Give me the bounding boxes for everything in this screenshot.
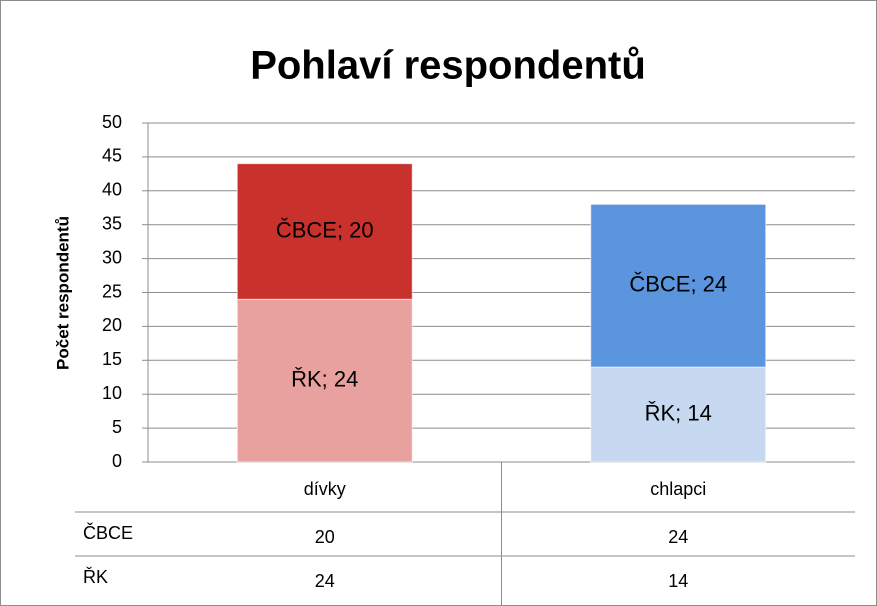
table-cell: 24 [315, 571, 335, 591]
y-tick-label: 40 [102, 180, 122, 200]
data-label: ČBCE; 24 [629, 272, 727, 297]
data-label: ŘK; 14 [645, 400, 712, 425]
x-tick-label: chlapci [650, 479, 706, 499]
data-label: ČBCE; 20 [276, 217, 374, 242]
y-tick-label: 25 [102, 281, 122, 301]
table-cell: 20 [315, 527, 335, 547]
y-tick-label: 10 [102, 383, 122, 403]
y-tick-label: 15 [102, 349, 122, 369]
y-tick-label: 50 [102, 112, 122, 132]
y-tick-label: 20 [102, 315, 122, 335]
bar-segment [590, 366, 767, 463]
y-tick-label: 30 [102, 247, 122, 267]
x-tick-label: dívky [304, 479, 346, 499]
bar-segment [236, 163, 413, 300]
table-cell: 14 [668, 571, 688, 591]
y-tick-label: 45 [102, 146, 122, 166]
y-axis-label: Počet respondentů [53, 216, 72, 370]
y-tick-label: 5 [112, 417, 122, 437]
bar-segment [236, 298, 413, 463]
data-label: ŘK; 24 [291, 366, 358, 391]
bar-segment [590, 203, 767, 368]
y-tick-label: 0 [112, 451, 122, 471]
table-row-header: ŘK [83, 567, 108, 587]
y-tick-label: 35 [102, 213, 122, 233]
chart-title: Pohlaví respondentů [250, 44, 646, 88]
table-row-header: ČBCE [83, 522, 133, 543]
table-cell: 24 [668, 527, 688, 547]
